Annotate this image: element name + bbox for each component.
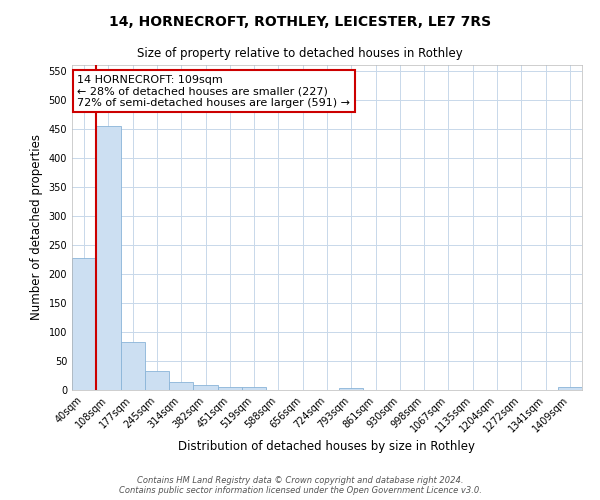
Bar	[72, 258, 96, 390]
Text: 14, HORNECROFT, ROTHLEY, LEICESTER, LE7 7RS: 14, HORNECROFT, ROTHLEY, LEICESTER, LE7 …	[109, 15, 491, 29]
Bar	[96, 126, 121, 390]
Bar	[121, 342, 145, 390]
Bar	[558, 387, 582, 390]
Bar	[242, 387, 266, 390]
Bar	[193, 386, 218, 390]
X-axis label: Distribution of detached houses by size in Rothley: Distribution of detached houses by size …	[179, 440, 476, 452]
Bar	[145, 372, 169, 390]
Text: Size of property relative to detached houses in Rothley: Size of property relative to detached ho…	[137, 48, 463, 60]
Bar	[339, 388, 364, 390]
Text: Contains HM Land Registry data © Crown copyright and database right 2024.
Contai: Contains HM Land Registry data © Crown c…	[119, 476, 481, 495]
Text: 14 HORNECROFT: 109sqm
← 28% of detached houses are smaller (227)
72% of semi-det: 14 HORNECROFT: 109sqm ← 28% of detached …	[77, 74, 350, 108]
Y-axis label: Number of detached properties: Number of detached properties	[30, 134, 43, 320]
Bar	[218, 386, 242, 390]
Bar	[169, 382, 193, 390]
